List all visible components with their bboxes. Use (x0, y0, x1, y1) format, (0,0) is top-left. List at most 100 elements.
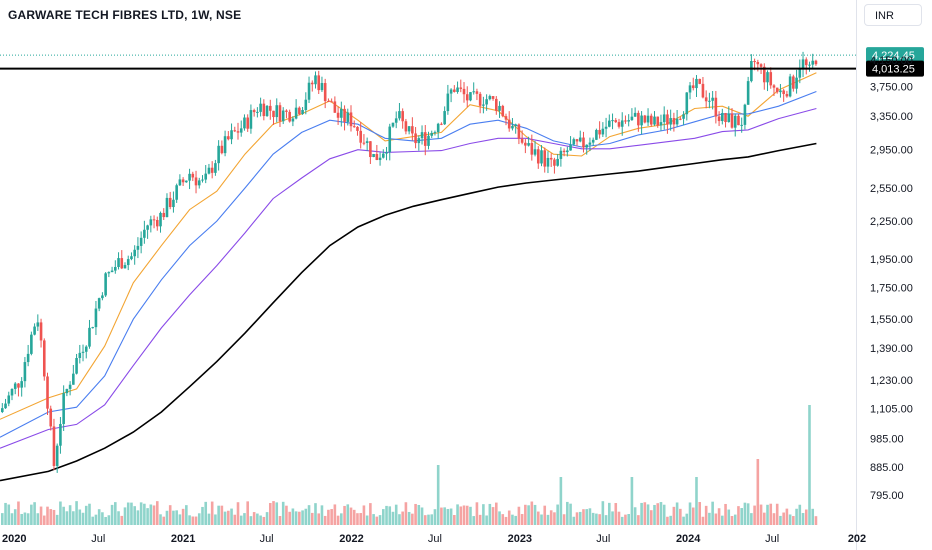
candle-body (13, 383, 17, 389)
candle-body (633, 112, 637, 117)
volume-bar (446, 508, 450, 525)
volume-bar (227, 510, 230, 525)
candle-body (646, 115, 650, 123)
candle-body (246, 117, 249, 129)
volume-bar (572, 516, 576, 525)
volume-bar (427, 514, 430, 525)
candle-body (779, 90, 782, 93)
volume-bar (604, 515, 608, 525)
candle-body (427, 135, 430, 146)
volume-bar (30, 504, 33, 525)
volume-bar (310, 512, 314, 525)
volume-bar (256, 513, 259, 525)
volume-bar (711, 501, 714, 525)
candle-body (4, 403, 7, 409)
candle-body (582, 137, 585, 148)
candle-body (20, 381, 23, 388)
candle-body (136, 245, 140, 250)
candle-body (575, 139, 579, 142)
candle-body (433, 132, 437, 134)
volume-bar (637, 515, 640, 525)
candle-body (243, 117, 246, 129)
volume-bar (433, 509, 437, 525)
volume-bar (469, 506, 472, 525)
candle-body (501, 105, 505, 117)
volume-bar (575, 512, 579, 525)
candle-body (772, 85, 776, 88)
candle-body (465, 94, 469, 101)
candle-body (185, 180, 188, 183)
volume-bar (55, 514, 59, 525)
volume-bar (740, 508, 743, 525)
candle-body (217, 145, 220, 164)
candle-body (207, 167, 211, 174)
volume-bar (188, 515, 191, 525)
candle-body (611, 120, 614, 122)
volume-bar (662, 504, 666, 525)
candle-body (375, 154, 379, 161)
volume-bar (262, 516, 266, 525)
candle-body (440, 123, 443, 125)
volume-bar (333, 504, 337, 525)
volume-bar (485, 515, 488, 525)
candle-body (256, 111, 259, 113)
volume-bar (617, 511, 621, 525)
candle-body (349, 112, 353, 127)
candle-body (172, 199, 175, 208)
volume-bar (569, 503, 572, 525)
candle-body (675, 118, 679, 125)
volume-bar (178, 514, 182, 525)
volume-bar (117, 511, 120, 525)
volume-bar (126, 502, 130, 525)
volume-bar (566, 501, 569, 525)
volume-bar (20, 513, 23, 525)
currency-button[interactable]: INR (864, 4, 922, 26)
price-tick-label: 795.00 (870, 490, 904, 502)
volume-bar (294, 511, 298, 525)
candle-body (578, 137, 582, 142)
candle-body (291, 118, 295, 122)
candle-body (178, 179, 182, 186)
candle-body (30, 334, 33, 354)
candle-body (517, 124, 521, 139)
volume-bar (520, 514, 524, 525)
candle-body (566, 150, 569, 153)
volume-bar (762, 512, 766, 525)
volume-bar (769, 503, 773, 525)
volume-bar (317, 513, 321, 525)
volume-bar (207, 513, 211, 525)
volume-bar (7, 504, 11, 525)
volume-bar (4, 502, 7, 525)
candle-body (691, 85, 695, 89)
candle-body (811, 60, 815, 65)
volume-bar (782, 512, 785, 525)
volume-bar (785, 508, 789, 525)
price-tick-label: 1,105.00 (870, 403, 913, 415)
volume-bar (162, 516, 166, 525)
volume-bar (107, 515, 111, 525)
candle-body (711, 97, 714, 101)
volume-bar (491, 507, 495, 525)
volume-bar (88, 503, 91, 525)
candle-body (33, 326, 36, 335)
volume-bar (798, 504, 802, 525)
horizontal-level: 4,224.45 4,013.25 (0, 47, 924, 77)
volume-bar (585, 509, 589, 525)
volume-bar (611, 511, 614, 525)
volume-bar (204, 501, 208, 525)
volume-bar (340, 513, 343, 525)
volume-bar (49, 509, 53, 525)
candle-body (798, 67, 802, 78)
volume-bar (291, 508, 295, 525)
time-tick-label: 202 (848, 533, 866, 545)
candle-body (52, 426, 56, 466)
candle-body (672, 118, 676, 125)
candle-body (84, 346, 88, 352)
volume-bar (814, 516, 818, 525)
chart-title: GARWARE TECH FIBRES LTD, 1W, NSE (8, 8, 242, 22)
volume-bar (59, 501, 62, 525)
candle-body (507, 119, 511, 129)
volume-bar (633, 507, 637, 525)
candle-body (75, 357, 78, 374)
